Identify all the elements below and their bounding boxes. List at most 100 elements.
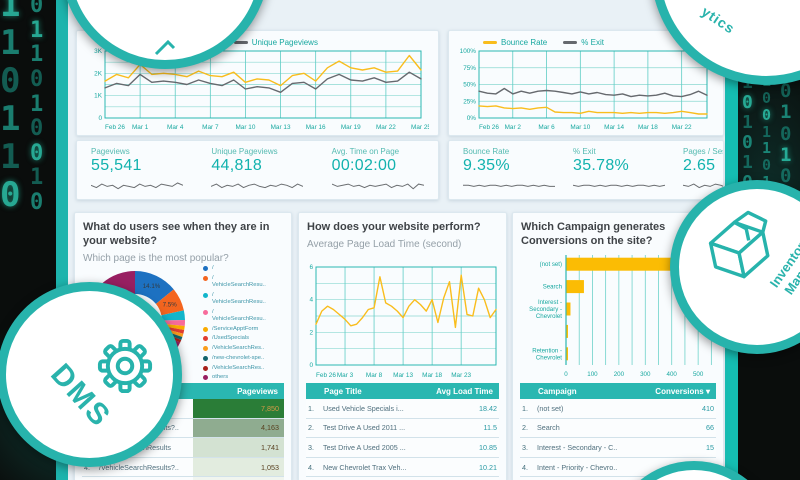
table-header-col2[interactable]: Conversions ▾ [655,386,710,396]
svg-text:Mar 19: Mar 19 [341,124,361,131]
svg-text:25%: 25% [463,98,476,105]
donut-legend-item: / VehicleSearchResu.. [203,292,287,306]
right-metric: % Exit 35.78% [559,141,669,199]
table-row: 3. Interest - Secondary - C.. 15 [520,438,716,458]
left-metric: Avg. Time on Page 00:02:00 [318,141,438,199]
row-value: 1,053 [193,457,284,477]
svg-text:4: 4 [309,297,313,304]
svg-text:Mar 18: Mar 18 [422,372,442,379]
performance-subtitle: Average Page Load Time (second) [307,238,462,250]
row-value: 10.85 [479,442,497,452]
bounce-exit-line-chart[interactable]: 0% 25% 50% 75% 100% Feb 26 Mar 2 Mar 6 Mar 10 Mar… [455,47,715,131]
legend-label: / VehicleSearchResu.. [212,274,266,288]
campaign-title: Which Campaign generates Conversions on … [521,221,666,247]
svg-text:Mar 7: Mar 7 [202,124,219,131]
row-name: Test Drive A Used 2011 ... [323,423,406,433]
svg-text:Mar 22: Mar 22 [376,124,396,131]
svg-text:400: 400 [667,371,678,378]
svg-text:0: 0 [98,115,102,122]
svg-text:Feb 26: Feb 26 [105,124,125,131]
row-name: (not set) [537,403,564,413]
row-name: Interest - Secondary - C.. [537,442,618,452]
left-metric: Pageviews 55,541 [77,141,197,199]
svg-text:Mar 4: Mar 4 [167,124,184,131]
badge-inventory-manager: Inventory Manager [670,180,800,354]
legend-swatch [203,375,208,381]
table-row: 5.Retention - Chevrolet1 [520,477,716,480]
row-index: 4. [84,462,90,472]
metric-label: Bounce Rate [463,147,510,156]
svg-text:300: 300 [640,371,651,378]
table-row: 1. (not set) 410 [520,399,716,419]
svg-text:Mar 1: Mar 1 [132,124,149,131]
table-row: 1. Used Vehicle Specials i... 18.42 [306,399,499,419]
svg-text:7.5%: 7.5% [163,301,178,308]
legend-swatch [203,266,208,271]
legend-item: Bounce Rate [483,38,547,47]
legend-item: % Exit [563,38,604,47]
legend-swatch [233,41,248,44]
row-value: 7,850 [193,399,284,418]
metric-value: 9.35% [463,157,510,174]
svg-text:Mar 8: Mar 8 [366,372,383,379]
donut-legend-item: /ServiceApptForm [203,326,287,333]
row-value: 10.21 [479,462,497,472]
table-row: 4. /VehicleSearchResults?.. 1,053 [82,457,284,478]
metrics-card-left: Pageviews 55,541 Unique Pageviews 44,818 Avg… [76,140,439,200]
table-header-col1: Campaign [538,386,577,396]
metric-sparkline [463,184,555,187]
svg-text:Mar 18: Mar 18 [638,124,658,131]
row-value: 500 [193,477,284,480]
metric-value: 35.78% [573,157,630,174]
dashboard-screen: user behaviors PageviewsUnique Pageviews… [56,0,738,480]
table-header-col2: Avg Load Time [436,386,493,396]
row-index: 1. [522,403,528,413]
svg-text:Feb 26: Feb 26 [316,372,336,379]
metric-label: Pageviews [91,147,130,156]
row-name: /VehicleSearchResults?.. [99,462,179,472]
svg-text:Chevrolet: Chevrolet [536,313,562,320]
row-index: 2. [522,423,528,433]
pageviews-line-chart[interactable]: 0 1K 2K 3K Feb 26 Mar 1 Mar 4 Mar 7 Mar 10 Mar 13… [85,47,429,131]
row-value: 18.42 [479,403,497,413]
right-metric: Pages / Session2.65 [669,141,723,199]
metric-value: 55,541 [91,157,142,174]
legend-swatch [203,336,208,342]
svg-text:Mar 13: Mar 13 [271,124,291,131]
table-header-col1: Page Title [324,386,362,396]
legend-label: / [212,265,214,271]
legend-swatch [203,275,208,281]
legend-label: / VehicleSearchResu.. [212,291,266,305]
donut-legend-item: /VehicleSearchRes.. [203,345,287,352]
svg-text:200: 200 [614,371,625,378]
gear-icon [97,338,153,394]
page-load-time-line-chart[interactable]: 0 2 4 6 Feb 26 Mar 3 Mar 8 Mar 13 Mar 18 Mar 23 [302,261,502,379]
popular-pages-title: What do users see when they are in your … [83,221,270,247]
analytics-badge-label: ytics [698,3,739,37]
bounce-exit-chart-legend: Bounce Rate % Exit [483,38,604,47]
donut-legend-item: /UsedSpecials [203,335,287,342]
campaign-conversions-bar-chart[interactable]: 0 100 200 300 400 500 (not set) Search Interest … [516,253,718,379]
svg-text:Mar 23: Mar 23 [451,372,471,379]
row-name: Search [537,423,560,433]
row-value: 410 [702,403,714,413]
row-index: 2. [308,423,314,433]
row-value: 11.5 [483,423,497,433]
svg-text:3K: 3K [94,48,103,55]
row-name: Intent - Priority - Chevro.. [537,462,618,472]
svg-text:Secondary -: Secondary - [529,306,562,313]
svg-text:0%: 0% [467,115,477,122]
metric-label: Pages / Session [683,147,723,156]
table-row: 2. Test Drive A Used 2011 ... 11.5 [306,418,499,439]
svg-text:Mar 10: Mar 10 [570,124,590,131]
legend-label: /VehicleSearchRes.. [212,364,265,371]
metric-value: 00:02:00 [331,157,397,174]
donut-legend-item: / VehicleSearchResu.. [203,309,287,323]
row-index: 4. [522,462,528,472]
svg-text:Mar 6: Mar 6 [538,124,555,131]
donut-legend-item: / [203,265,287,272]
metric-value: 2.65 [683,157,716,174]
legend-label: /UsedSpecials [212,335,250,342]
table-header[interactable]: Campaign Conversions ▾ [520,383,716,399]
